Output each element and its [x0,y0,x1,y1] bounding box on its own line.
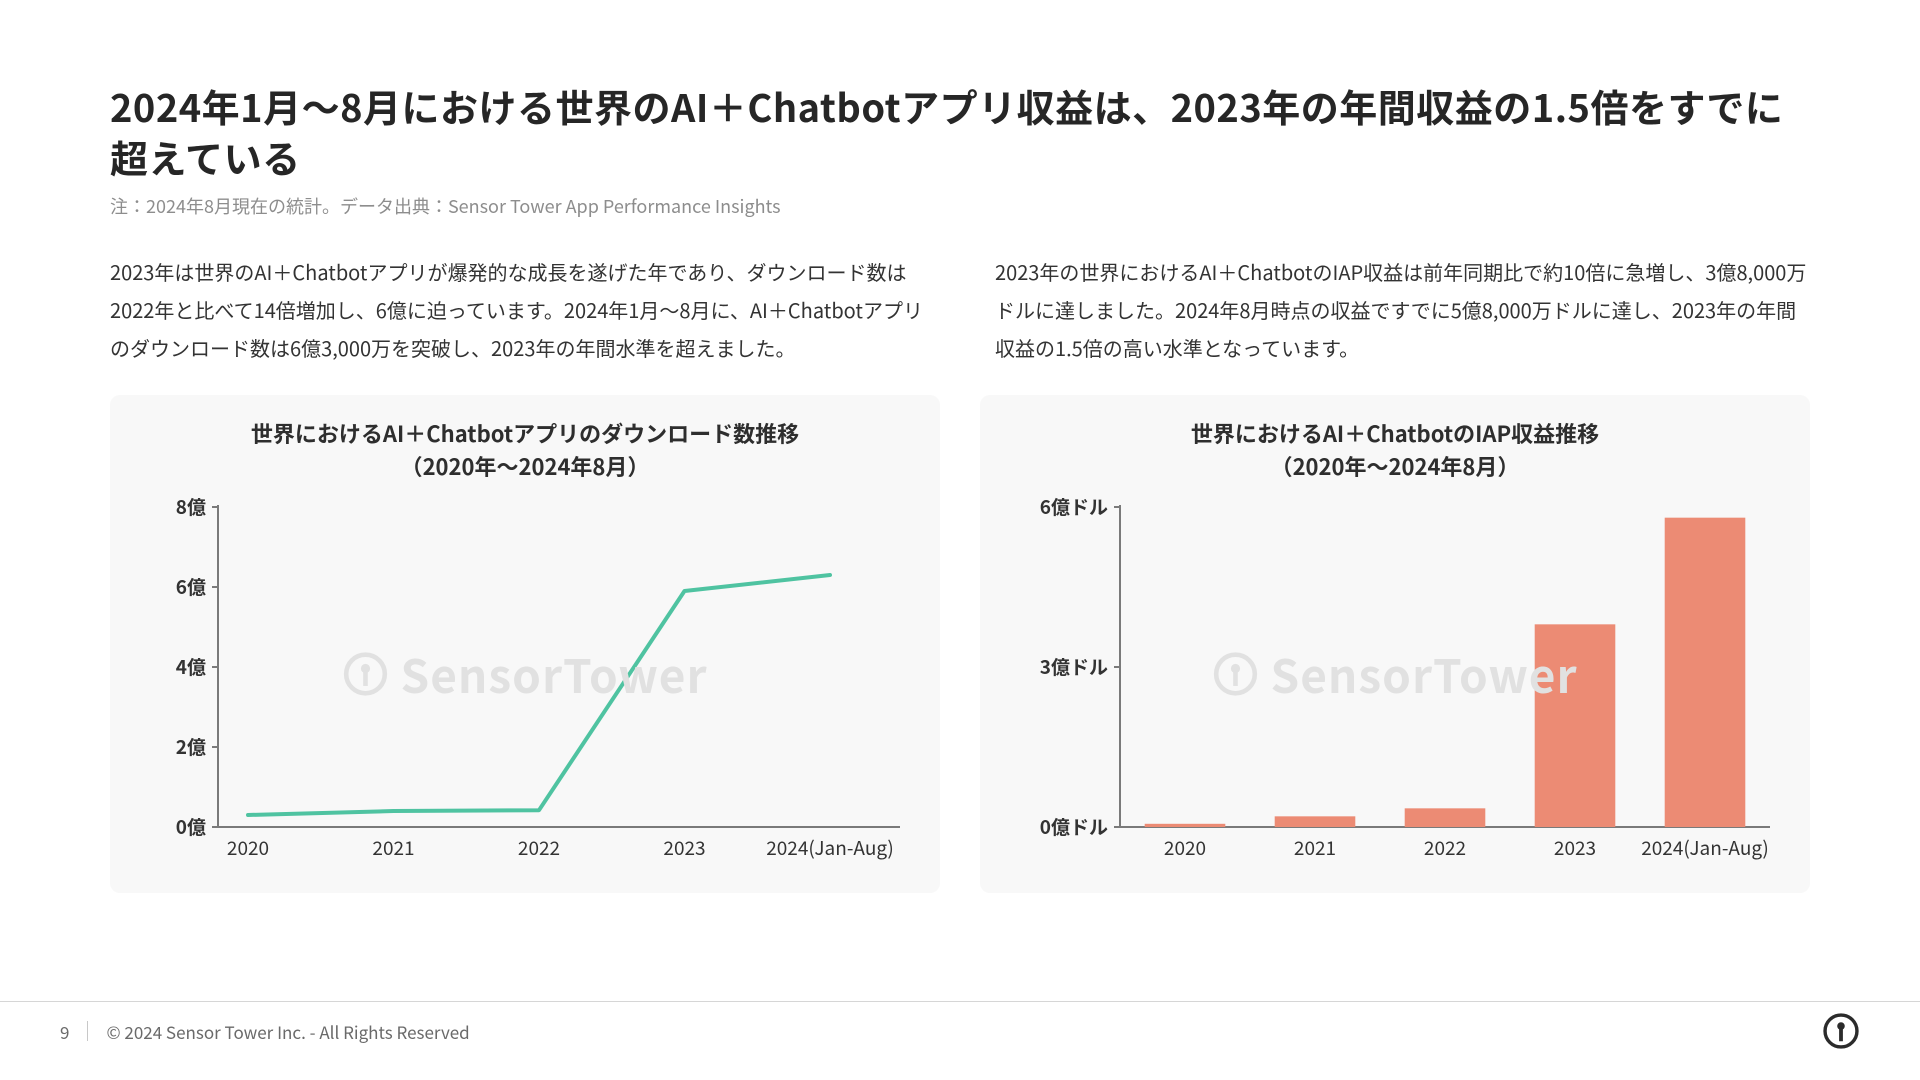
downloads-svg: 0億 2億 4億 6億 8億 2020 2021 2022 2023 2024(Jan-Aug) [140,497,910,867]
downloads-plot: SensorTower 0億2億4億6億8億202020212022202320… [140,497,910,867]
svg-text:2021: 2021 [372,834,414,861]
svg-text:2022: 2022 [518,834,560,861]
downloads-chart-title: 世界におけるAI＋Chatbotアプリのダウンロード数推移 （2020年～202… [140,417,910,483]
revenue-chart-title: 世界におけるAI＋ChatbotのIAP収益推移 （2020年～2024年8月） [1010,417,1780,483]
svg-text:2024(Jan-Aug): 2024(Jan-Aug) [1641,834,1769,861]
revenue-svg: 0億ドル 3億ドル 6億ドル 2020 2021 2022 2023 2024(Jan-Aug… [1010,497,1780,867]
svg-text:2023: 2023 [1554,834,1596,861]
svg-text:6億ドル: 6億ドル [1040,497,1108,520]
page-number: 9 [60,1019,69,1044]
svg-text:6億: 6億 [176,573,206,600]
body-right-paragraph: 2023年の世界におけるAI＋ChatbotのIAP収益は前年同期比で約10倍に… [995,253,1810,367]
revenue-chart-title-l2: （2020年～2024年8月） [1271,450,1520,482]
svg-text:8億: 8億 [176,497,206,520]
footer: 9 © 2024 Sensor Tower Inc. - All Rights … [0,1012,1920,1050]
svg-text:2021: 2021 [1294,834,1336,861]
body-columns: 2023年は世界のAI＋Chatbotアプリが爆発的な成長を遂げた年であり、ダウ… [110,253,1810,367]
svg-text:4億: 4億 [176,653,206,680]
revenue-chart-title-l1: 世界におけるAI＋ChatbotのIAP収益推移 [1191,417,1599,449]
footer-vbar [87,1021,88,1041]
revenue-plot: SensorTower 0億ドル3億ドル6億ドル2020202120222023… [1010,497,1780,867]
downloads-chart-card: 世界におけるAI＋Chatbotアプリのダウンロード数推移 （2020年～202… [110,395,940,893]
charts-row: 世界におけるAI＋Chatbotアプリのダウンロード数推移 （2020年～202… [110,395,1810,893]
svg-text:2023: 2023 [663,834,705,861]
sensor-tower-logo-icon [1822,1012,1860,1050]
body-left-paragraph: 2023年は世界のAI＋Chatbotアプリが爆発的な成長を遂げた年であり、ダウ… [110,253,925,367]
revenue-chart-card: 世界におけるAI＋ChatbotのIAP収益推移 （2020年～2024年8月）… [980,395,1810,893]
page-subtitle: 注：2024年8月現在の統計。データ出典：Sensor Tower App Pe… [110,193,1810,219]
page-title: 2024年1月～8月における世界のAI＋Chatbotアプリ収益は、2023年の… [110,80,1810,183]
svg-text:3億ドル: 3億ドル [1040,653,1108,680]
svg-text:2022: 2022 [1424,834,1466,861]
footer-left: 9 © 2024 Sensor Tower Inc. - All Rights … [60,1019,470,1044]
svg-text:0億ドル: 0億ドル [1040,813,1108,840]
footer-divider-line [0,1001,1920,1002]
svg-text:0億: 0億 [176,813,206,840]
copyright-text: © 2024 Sensor Tower Inc. - All Rights Re… [106,1019,469,1044]
svg-text:2億: 2億 [176,733,206,760]
slide-page: 2024年1月～8月における世界のAI＋Chatbotアプリ収益は、2023年の… [0,0,1920,1080]
downloads-chart-title-l2: （2020年～2024年8月） [401,450,650,482]
downloads-chart-title-l1: 世界におけるAI＋Chatbotアプリのダウンロード数推移 [251,417,799,449]
svg-text:2020: 2020 [1164,834,1206,861]
svg-text:2020: 2020 [227,834,269,861]
svg-text:2024(Jan-Aug): 2024(Jan-Aug) [766,834,894,861]
